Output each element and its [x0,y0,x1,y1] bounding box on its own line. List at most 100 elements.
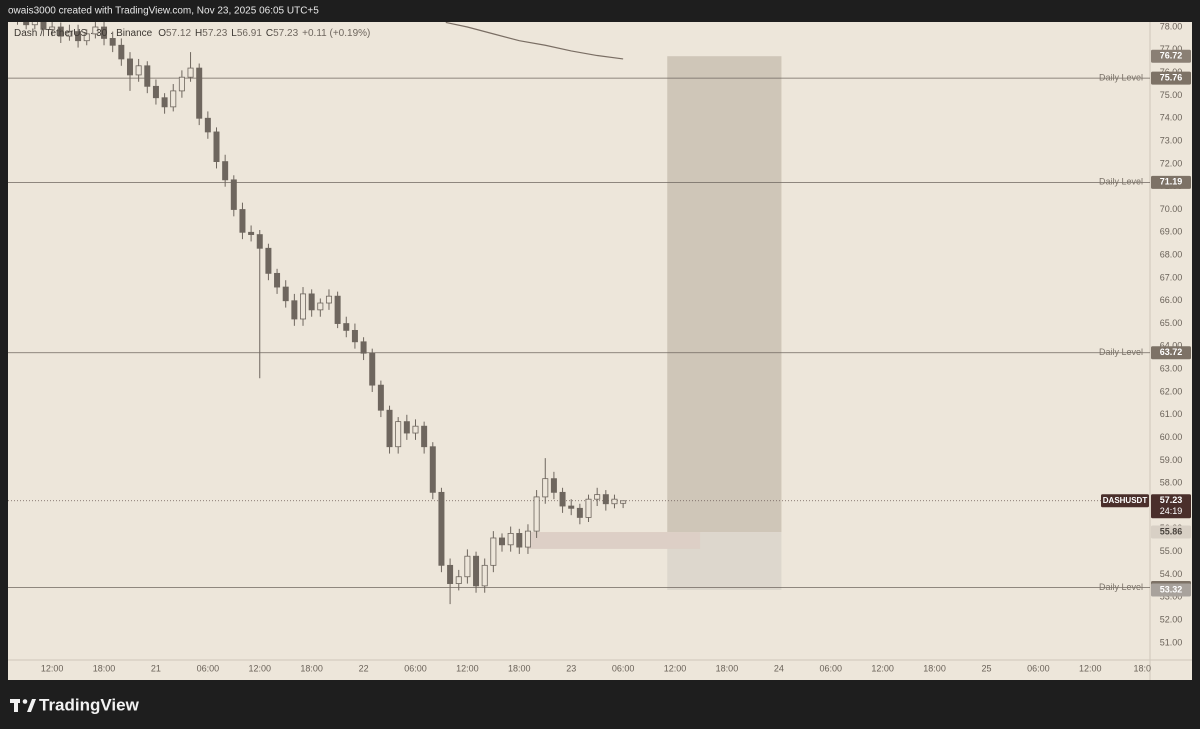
level-value: 63.72 [1160,347,1183,357]
y-tick-label: 52.00 [1160,614,1183,624]
axes: 51.0052.0053.0054.0055.0056.0057.0058.00… [41,21,1182,673]
symbol-box [1101,494,1149,508]
y-tick-label: 51.00 [1160,637,1183,647]
candle-body [395,421,402,448]
candle-body [594,494,601,500]
candle-body [204,117,211,133]
y-tick-label: 64.00 [1160,341,1183,351]
candle-body [602,494,609,505]
candle-body [101,26,108,39]
y-tick-label: 62.00 [1160,386,1183,396]
candle-body [369,352,376,386]
x-tick-label: 06:00 [404,663,427,673]
x-tick-label: 18:00 [716,663,739,673]
change: +0.11 (+0.19%) [302,28,370,39]
legend: Dash / TetherUS · 30 · Binance O57.12 H57.… [14,28,370,39]
candle-body [550,478,557,493]
x-tick-label: 06:00 [612,663,635,673]
candle-body [126,58,133,76]
y-tick-label: 59.00 [1160,455,1183,465]
candle-body [31,22,38,26]
candle-body [308,293,315,311]
y-tick-label: 73.00 [1160,135,1183,145]
y-tick-label: 75.00 [1160,90,1183,100]
x-tick-label: 24 [774,663,784,673]
y-tick-label: 66.00 [1160,295,1183,305]
candle-body [421,425,428,448]
ohlc-value: 57.12 [166,28,191,39]
candle-body [248,231,255,235]
candle-body [507,533,514,546]
y-tick-label: 55.00 [1160,546,1183,556]
level-value-box [1151,346,1191,360]
y-tick-label: 67.00 [1160,272,1183,282]
x-tick-label: 21 [151,663,161,673]
x-tick-label: 18:00 [508,663,531,673]
candle-body [230,179,237,210]
candle-body [524,530,531,548]
ohlc-label: C [266,28,273,39]
logo [10,699,36,712]
candle-body [499,537,505,546]
x-tick-label: 25 [981,663,991,673]
x-tick-label: 18:00 [300,663,323,673]
position-stop-label: 53.32 [1160,584,1183,594]
candle-body [274,272,281,288]
y-tick-label: 61.00 [1160,409,1183,419]
y-tick-label: 74.00 [1160,113,1183,123]
y-tick-label: 60.00 [1160,432,1183,442]
position-entry-label: 55.86 [1160,526,1183,536]
candle-body [40,22,47,30]
candle-body [447,564,454,584]
ohlc-label: O [158,28,166,39]
y-tick-label: 58.00 [1160,478,1183,488]
candle-body [533,496,540,532]
position-entry-label-box [1151,525,1191,539]
candle-body [585,498,592,518]
y-tick-label: 68.00 [1160,249,1183,259]
chart-background [8,22,1192,680]
level-value: 75.76 [1160,72,1183,82]
y-tick-label: 78.00 [1160,21,1183,31]
candle-body [75,31,82,42]
candle-body [611,498,618,505]
ohlc-label: H [195,28,202,39]
brand: TradingView [39,695,140,714]
candle-body [568,505,575,509]
candle-body [360,341,367,354]
candle-body [325,295,332,304]
x-tick-label: 12:00 [456,663,479,673]
candle-body [300,293,307,320]
x-tick-label: 12:00 [871,663,894,673]
candle-body [109,38,116,46]
y-tick-label: 70.00 [1160,204,1183,214]
x-tick-label: 06:00 [819,663,842,673]
last-price-box [1151,494,1191,519]
y-tick-label: 77.00 [1160,44,1183,54]
candle-body [213,131,220,162]
candle-body [473,555,480,587]
candle-body [135,65,142,76]
candle-body [455,576,462,584]
candle-body [412,425,419,434]
x-tick-label: 18:00 [923,663,946,673]
x-tick-label: 12:00 [1079,663,1102,673]
candle-body [187,67,194,78]
y-tick-label: 54.00 [1160,569,1183,579]
candle-body [152,85,159,99]
level-value-box [1151,71,1191,85]
y-tick-label: 69.00 [1160,227,1183,237]
ohlc-value: 56.91 [237,28,262,39]
candle-body [377,384,384,411]
y-tick-label: 72.00 [1160,158,1183,168]
candle-body [222,161,229,181]
candle-body [542,478,549,498]
overlays: Daily Level Daily Level Daily Level Daily L… [14,28,1191,597]
candle-body [161,97,168,108]
candle-body [559,491,566,507]
candle-body [620,500,627,504]
x-tick-label: 18:00 [93,663,116,673]
zone [527,532,701,549]
